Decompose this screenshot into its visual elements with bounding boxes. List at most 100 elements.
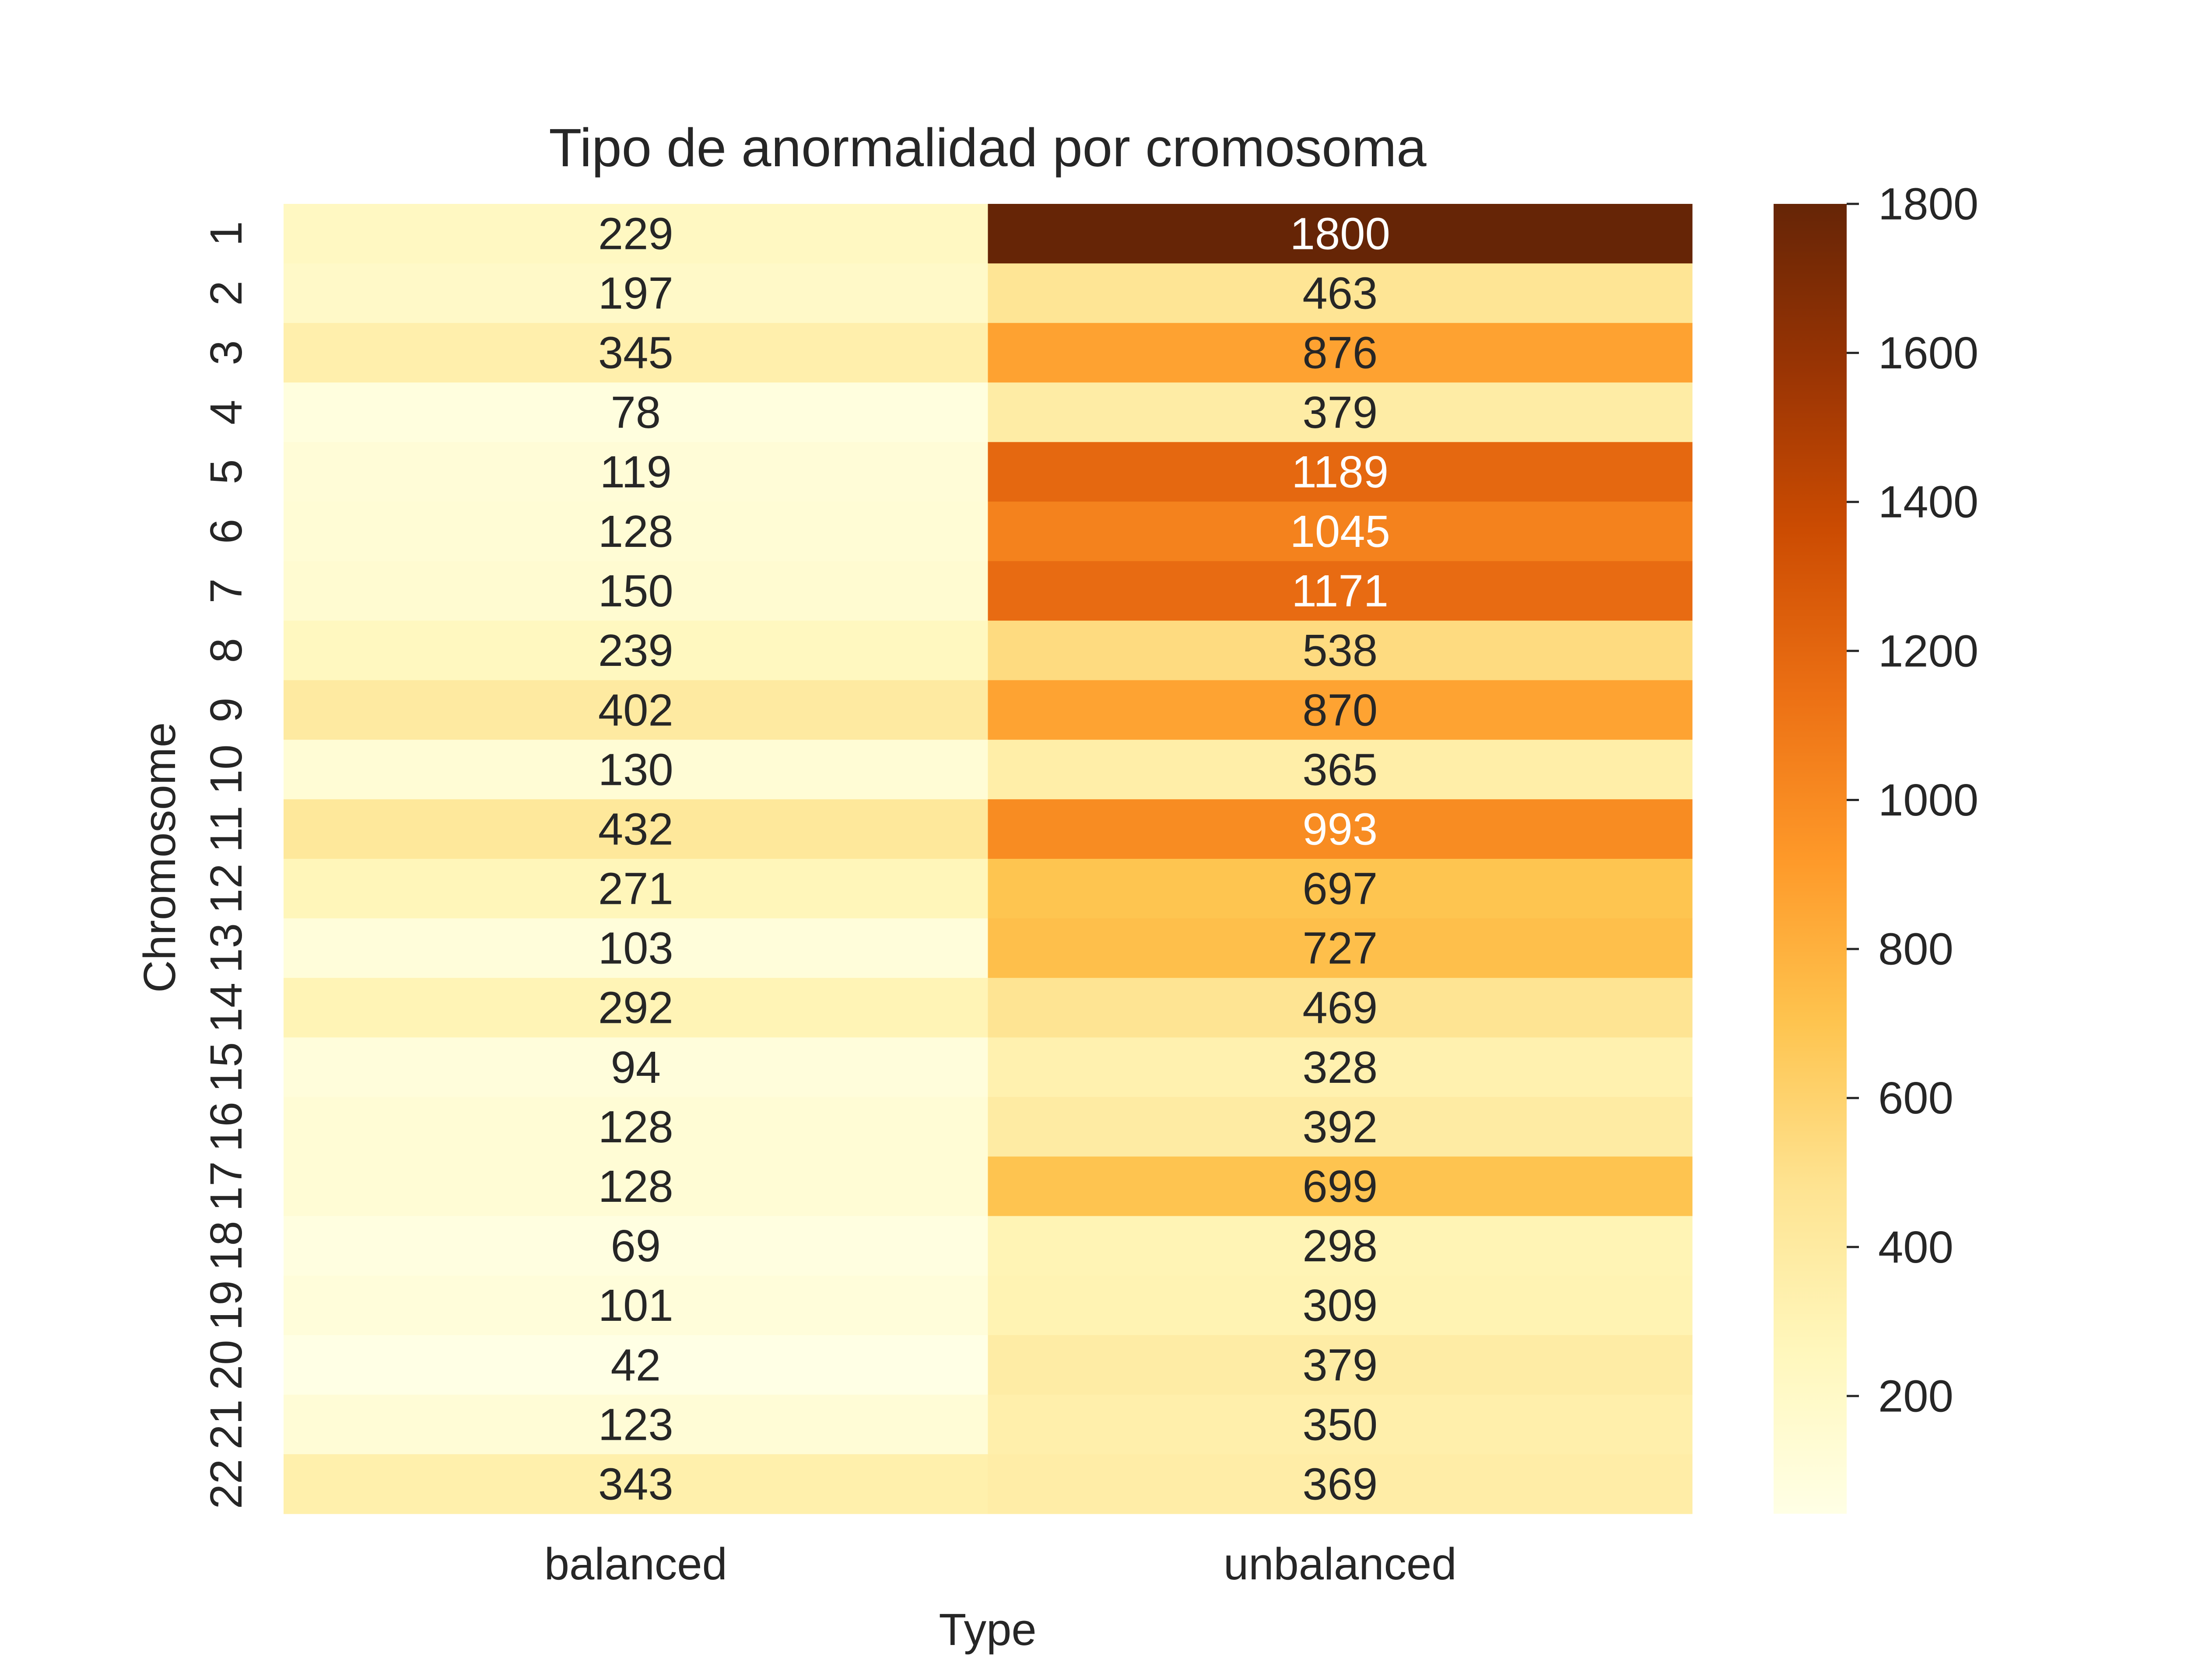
row-tick-label-5: 5 [201, 459, 251, 484]
heatmap-cells [284, 204, 1693, 1514]
heatmap-cell-18-unbalanced [988, 1216, 1693, 1276]
heatmap-cell-15-unbalanced [988, 1037, 1693, 1097]
cell-value-14-unbalanced: 469 [1302, 983, 1378, 1033]
cell-value-7-unbalanced: 1171 [1292, 566, 1389, 616]
cell-value-22-balanced: 343 [598, 1459, 673, 1509]
row-tick-label-13: 13 [201, 923, 251, 973]
cell-value-6-balanced: 128 [598, 506, 673, 556]
row-tick-label-18: 18 [201, 1221, 251, 1271]
heatmap-cell-3-unbalanced [988, 323, 1693, 383]
cell-value-1-unbalanced: 1800 [1290, 209, 1390, 259]
row-tick-label-22: 22 [201, 1459, 251, 1509]
heatmap-cell-21-balanced [284, 1394, 989, 1455]
heatmap-cell-2-balanced [284, 263, 989, 323]
cell-value-17-balanced: 128 [598, 1161, 673, 1211]
cell-value-10-balanced: 130 [598, 744, 673, 794]
row-tick-label-9: 9 [201, 697, 251, 722]
cell-value-5-balanced: 119 [600, 447, 672, 497]
row-tick-label-17: 17 [201, 1161, 251, 1211]
row-tick-label-3: 3 [201, 340, 251, 365]
heatmap-cell-8-balanced [284, 620, 989, 681]
row-tick-label-6: 6 [201, 519, 251, 544]
colorbar-tick-label-400: 400 [1878, 1222, 1953, 1272]
heatmap-cell-4-unbalanced [988, 382, 1693, 442]
heatmap-cell-15-balanced [284, 1037, 989, 1097]
heatmap-cell-11-unbalanced [988, 799, 1693, 859]
heatmap-cell-1-unbalanced [988, 204, 1693, 264]
cell-value-9-balanced: 402 [598, 685, 673, 735]
heatmap-cell-18-balanced [284, 1216, 989, 1276]
row-tick-label-12: 12 [201, 864, 251, 914]
cell-value-9-unbalanced: 870 [1302, 685, 1378, 735]
row-tick-label-10: 10 [201, 745, 251, 795]
colorbar: 200 400 600 800 1000 1200 1400 1600 1800 [1774, 179, 1978, 1514]
column-tick-label-balanced: balanced [544, 1539, 727, 1589]
cell-value-3-unbalanced: 876 [1302, 328, 1378, 378]
cell-value-15-balanced: 94 [611, 1042, 661, 1092]
cell-value-labels: 229 1800 197 463 345 876 78 379 119 1189 128 1045 15… [598, 209, 1390, 1509]
heatmap-cell-6-balanced [284, 501, 989, 562]
cell-value-1-balanced: 229 [598, 209, 673, 259]
row-tick-label-21: 21 [201, 1400, 251, 1450]
cell-value-2-balanced: 197 [598, 268, 673, 318]
heatmap-cell-17-unbalanced [988, 1156, 1693, 1217]
cell-value-12-balanced: 271 [598, 864, 673, 914]
row-tick-label-8: 8 [201, 638, 251, 663]
chart-title: Tipo de anormalidad por cromosoma [549, 118, 1427, 178]
heatmap-cell-7-balanced [284, 561, 989, 621]
cell-value-11-unbalanced: 993 [1302, 804, 1378, 854]
cell-value-18-balanced: 69 [611, 1221, 661, 1271]
cell-value-13-balanced: 103 [598, 923, 673, 973]
heatmap-cell-16-unbalanced [988, 1097, 1693, 1157]
cell-value-8-unbalanced: 538 [1302, 625, 1378, 676]
row-tick-label-7: 7 [201, 578, 251, 603]
cell-value-15-unbalanced: 328 [1302, 1042, 1378, 1092]
cell-value-11-balanced: 432 [598, 804, 673, 854]
heatmap-cell-14-unbalanced [988, 978, 1693, 1038]
colorbar-tick-label-1200: 1200 [1878, 626, 1978, 676]
cell-value-5-unbalanced: 1189 [1292, 447, 1389, 497]
heatmap-cell-11-balanced [284, 799, 989, 859]
cell-value-6-unbalanced: 1045 [1290, 506, 1390, 556]
column-tick-label-unbalanced: unbalanced [1224, 1539, 1457, 1589]
cell-value-14-balanced: 292 [598, 983, 673, 1033]
heatmap-cell-1-balanced [284, 204, 989, 264]
heatmap-cell-3-balanced [284, 323, 989, 383]
row-tick-label-11: 11 [201, 806, 251, 853]
heatmap-cell-19-balanced [284, 1275, 989, 1336]
row-tick-label-1: 1 [201, 221, 251, 246]
cell-value-22-unbalanced: 369 [1302, 1459, 1378, 1509]
heatmap-cell-16-balanced [284, 1097, 989, 1157]
cell-value-19-unbalanced: 309 [1302, 1280, 1378, 1330]
row-tick-label-19: 19 [201, 1280, 251, 1330]
heatmap-cell-20-balanced [284, 1335, 989, 1395]
heatmap-cell-13-unbalanced [988, 918, 1693, 978]
cell-value-16-balanced: 128 [598, 1102, 673, 1152]
cell-value-2-unbalanced: 463 [1302, 268, 1378, 318]
heatmap-cell-2-unbalanced [988, 263, 1693, 323]
heatmap-cell-6-unbalanced [988, 501, 1693, 562]
y-axis-label: Chromosome [134, 722, 185, 993]
heatmap-cell-10-balanced [284, 739, 989, 800]
heatmap-cell-4-balanced [284, 382, 989, 442]
row-tick-label-2: 2 [201, 280, 251, 305]
colorbar-tick-label-1800: 1800 [1878, 179, 1978, 229]
colorbar-tick-label-600: 600 [1878, 1073, 1953, 1123]
colorbar-tick-label-200: 200 [1878, 1371, 1953, 1421]
heatmap-cell-9-unbalanced [988, 680, 1693, 740]
row-tick-label-16: 16 [201, 1102, 251, 1152]
heatmap-cell-21-unbalanced [988, 1394, 1693, 1455]
row-tick-label-4: 4 [201, 400, 251, 425]
cell-value-13-unbalanced: 727 [1302, 923, 1378, 973]
cell-value-20-balanced: 42 [611, 1340, 661, 1390]
heatmap-cell-22-unbalanced [988, 1454, 1693, 1514]
cell-value-3-balanced: 345 [598, 328, 673, 378]
column-tick-labels: balanced unbalanced [544, 1539, 1457, 1589]
x-axis-label: Type [939, 1604, 1036, 1655]
heatmap-cell-22-balanced [284, 1454, 989, 1514]
heatmap-cell-7-unbalanced [988, 561, 1693, 621]
colorbar-tick-label-800: 800 [1878, 924, 1953, 974]
heatmap-cell-5-unbalanced [988, 442, 1693, 502]
cell-value-21-unbalanced: 350 [1302, 1399, 1378, 1449]
